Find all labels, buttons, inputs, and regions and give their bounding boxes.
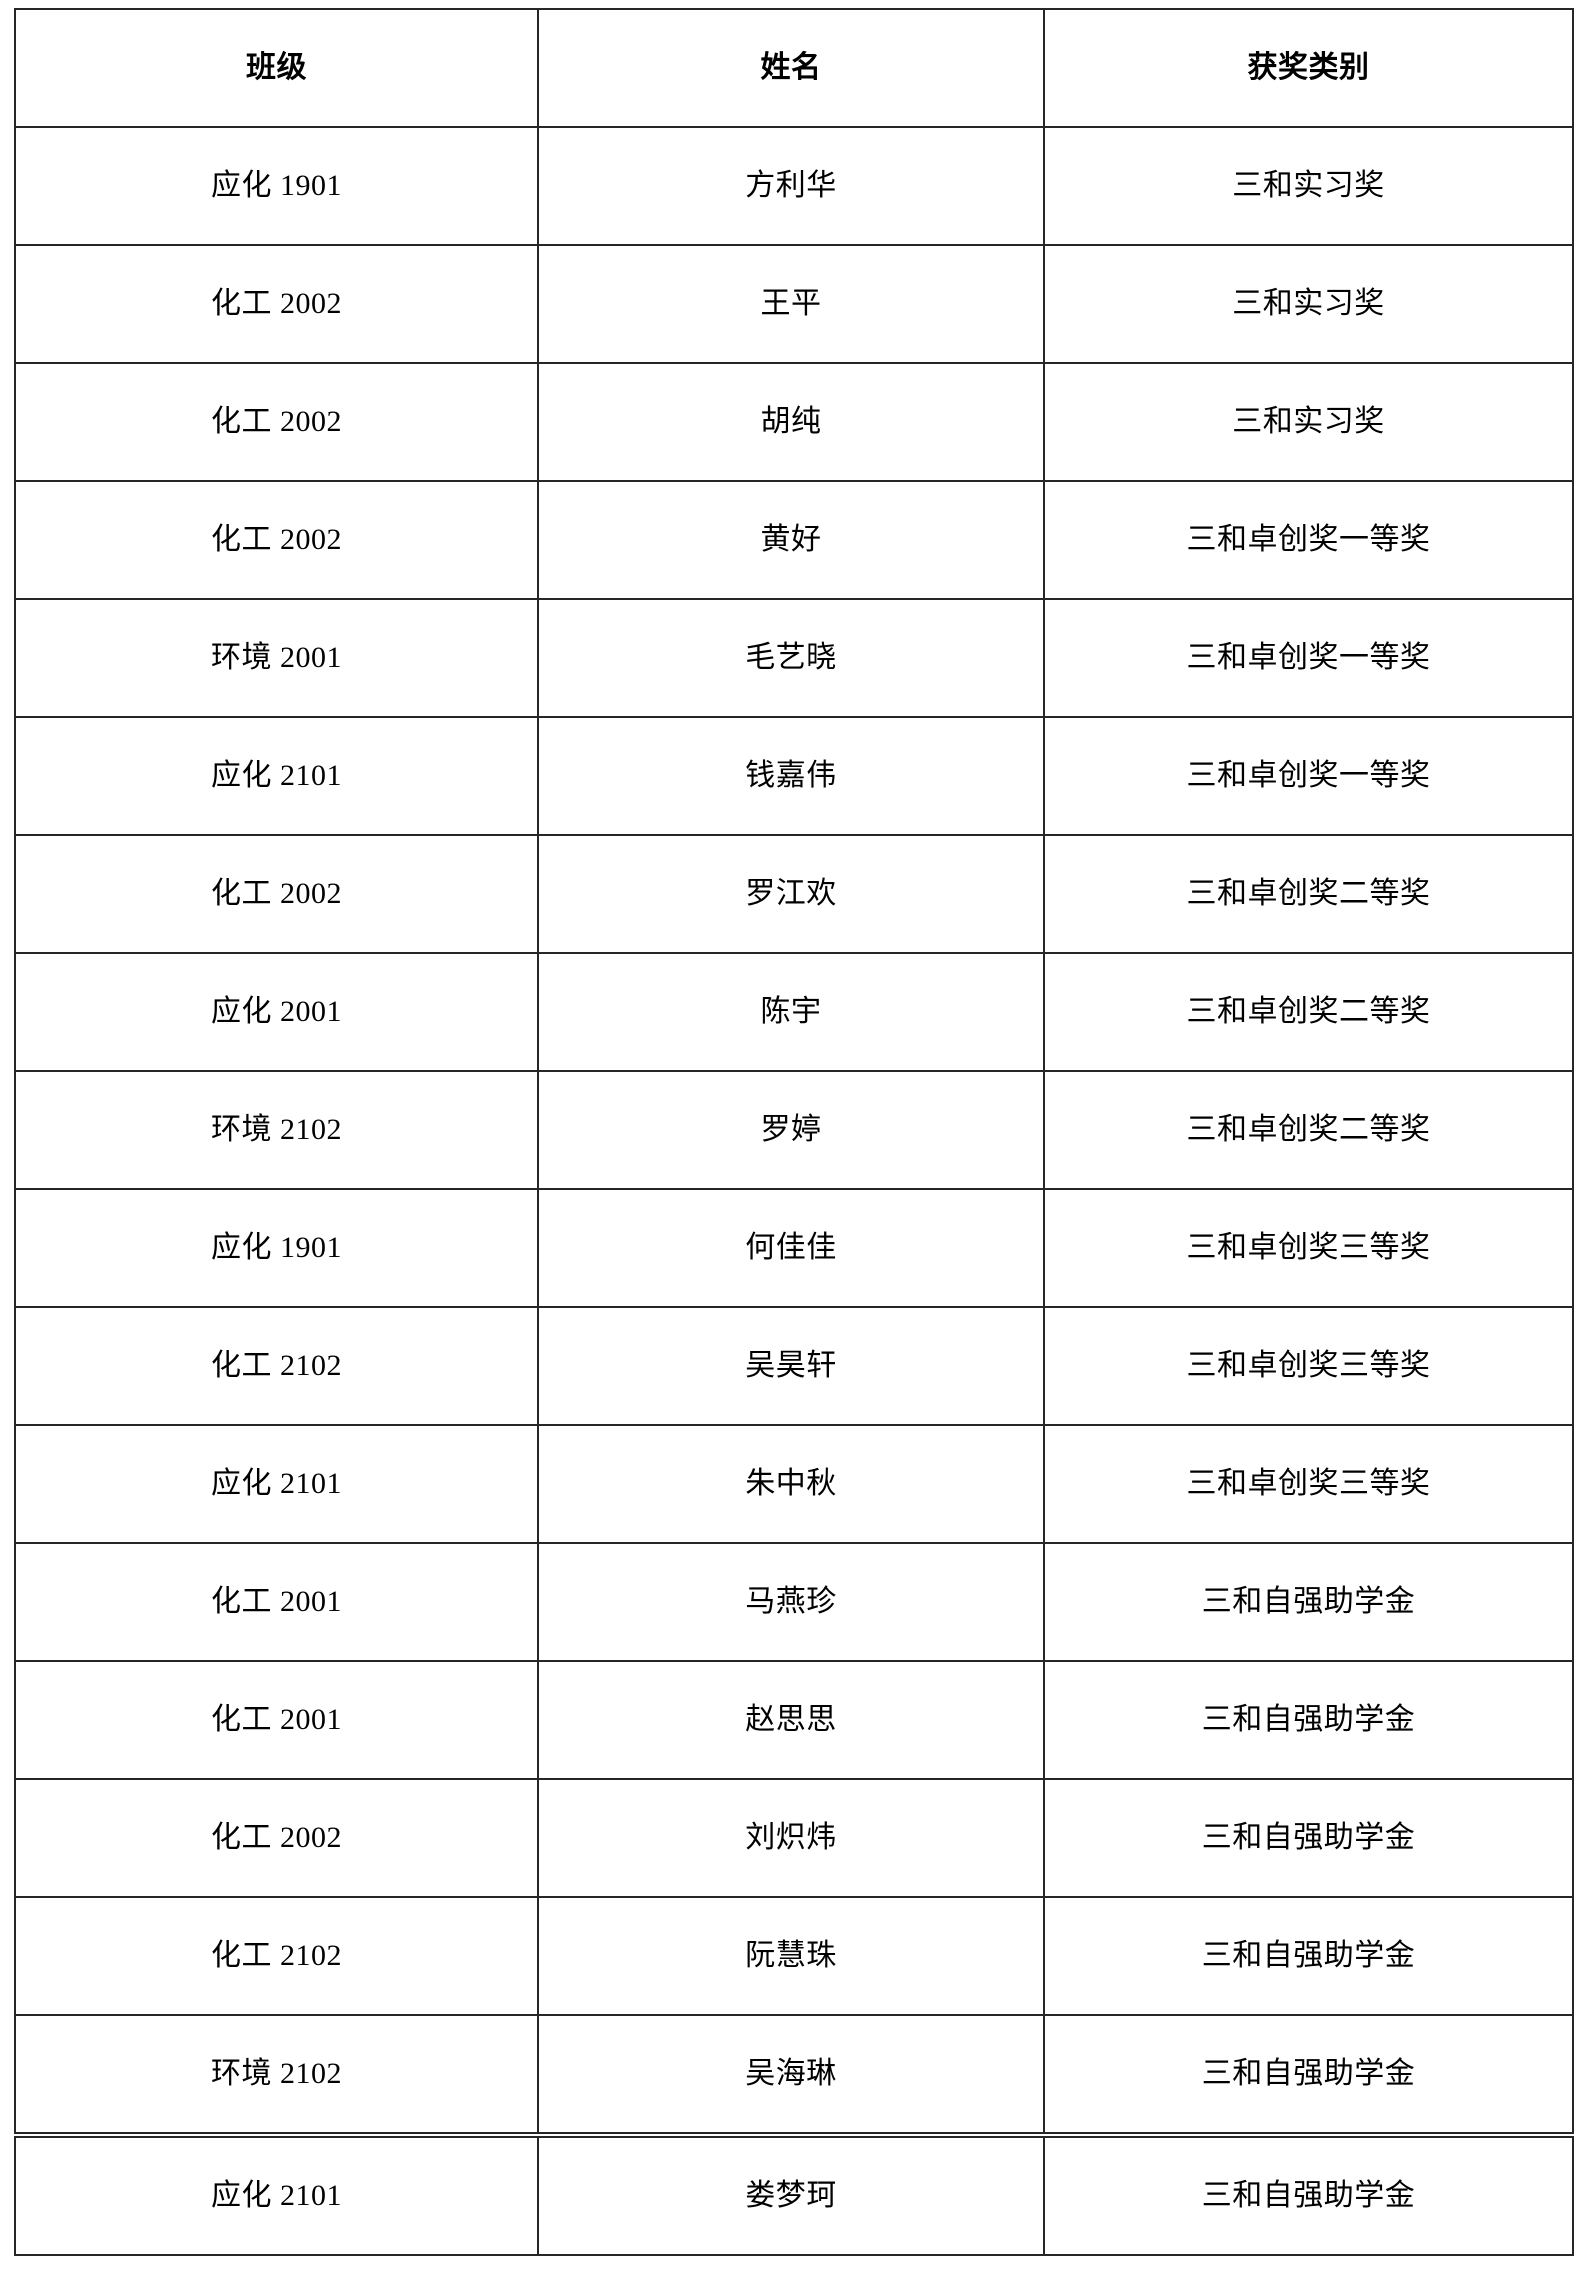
- table-body: 应化 1901 方利华 三和实习奖 化工 2002 王平 三和实习奖 化工 2002 胡纯 三和…: [14, 126, 1574, 2256]
- table-row: 应化 2001 陈宇 三和卓创奖二等奖: [14, 952, 1574, 1072]
- table-row: 化工 2002 王平 三和实习奖: [14, 244, 1574, 364]
- cell-award: 三和卓创奖三等奖: [1043, 1188, 1574, 1308]
- table-row: 化工 2002 刘炽炜 三和自强助学金: [14, 1778, 1574, 1898]
- table-row: 化工 2102 吴昊轩 三和卓创奖三等奖: [14, 1306, 1574, 1426]
- cell-award: 三和卓创奖三等奖: [1043, 1424, 1574, 1544]
- cell-class: 化工 2002: [14, 362, 539, 482]
- cell-name: 赵思思: [537, 1660, 1045, 1780]
- cell-name: 陈宇: [537, 952, 1045, 1072]
- cell-name: 娄梦珂: [537, 2132, 1045, 2256]
- header-award: 获奖类别: [1043, 8, 1574, 128]
- cell-name: 吴昊轩: [537, 1306, 1045, 1426]
- header-row: 班级 姓名 获奖类别: [14, 8, 1574, 128]
- cell-class: 化工 2102: [14, 1306, 539, 1426]
- cell-class: 化工 2002: [14, 1778, 539, 1898]
- cell-award: 三和自强助学金: [1043, 2014, 1574, 2136]
- cell-award: 三和实习奖: [1043, 362, 1574, 482]
- cell-name: 刘炽炜: [537, 1778, 1045, 1898]
- cell-name: 朱中秋: [537, 1424, 1045, 1544]
- cell-name: 胡纯: [537, 362, 1045, 482]
- cell-name: 王平: [537, 244, 1045, 364]
- header-class: 班级: [14, 8, 539, 128]
- cell-name: 何佳佳: [537, 1188, 1045, 1308]
- cell-award: 三和卓创奖一等奖: [1043, 598, 1574, 718]
- cell-class: 化工 2002: [14, 834, 539, 954]
- cell-award: 三和实习奖: [1043, 244, 1574, 364]
- cell-name: 罗婷: [537, 1070, 1045, 1190]
- cell-award: 三和卓创奖三等奖: [1043, 1306, 1574, 1426]
- cell-class: 化工 2002: [14, 480, 539, 600]
- cell-award: 三和自强助学金: [1043, 1542, 1574, 1662]
- cell-award: 三和实习奖: [1043, 126, 1574, 246]
- cell-name: 钱嘉伟: [537, 716, 1045, 836]
- cell-class: 应化 2001: [14, 952, 539, 1072]
- cell-award: 三和自强助学金: [1043, 1778, 1574, 1898]
- cell-award: 三和卓创奖一等奖: [1043, 716, 1574, 836]
- table-row: 化工 2002 黄好 三和卓创奖一等奖: [14, 480, 1574, 600]
- table-row: 应化 2101 娄梦珂 三和自强助学金: [14, 2132, 1574, 2256]
- table-row: 应化 1901 方利华 三和实习奖: [14, 126, 1574, 246]
- cell-name: 马燕珍: [537, 1542, 1045, 1662]
- table-row: 化工 2002 胡纯 三和实习奖: [14, 362, 1574, 482]
- cell-class: 应化 2101: [14, 716, 539, 836]
- cell-name: 阮慧珠: [537, 1896, 1045, 2016]
- header-name: 姓名: [537, 8, 1045, 128]
- cell-class: 应化 1901: [14, 126, 539, 246]
- cell-name: 吴海琳: [537, 2014, 1045, 2136]
- cell-award: 三和卓创奖二等奖: [1043, 952, 1574, 1072]
- cell-award: 三和自强助学金: [1043, 2132, 1574, 2256]
- cell-award: 三和卓创奖二等奖: [1043, 834, 1574, 954]
- cell-class: 环境 2102: [14, 1070, 539, 1190]
- table-row: 化工 2002 罗江欢 三和卓创奖二等奖: [14, 834, 1574, 954]
- cell-award: 三和卓创奖二等奖: [1043, 1070, 1574, 1190]
- table-row: 环境 2001 毛艺晓 三和卓创奖一等奖: [14, 598, 1574, 718]
- table-row: 环境 2102 罗婷 三和卓创奖二等奖: [14, 1070, 1574, 1190]
- cell-class: 化工 2001: [14, 1660, 539, 1780]
- cell-award: 三和卓创奖一等奖: [1043, 480, 1574, 600]
- cell-name: 黄好: [537, 480, 1045, 600]
- cell-class: 环境 2001: [14, 598, 539, 718]
- table-row: 应化 1901 何佳佳 三和卓创奖三等奖: [14, 1188, 1574, 1308]
- table-row: 应化 2101 朱中秋 三和卓创奖三等奖: [14, 1424, 1574, 1544]
- table-row: 化工 2001 马燕珍 三和自强助学金: [14, 1542, 1574, 1662]
- cell-name: 方利华: [537, 126, 1045, 246]
- cell-name: 罗江欢: [537, 834, 1045, 954]
- cell-class: 应化 2101: [14, 1424, 539, 1544]
- cell-class: 化工 2002: [14, 244, 539, 364]
- table-row: 应化 2101 钱嘉伟 三和卓创奖一等奖: [14, 716, 1574, 836]
- cell-class: 化工 2102: [14, 1896, 539, 2016]
- cell-class: 应化 1901: [14, 1188, 539, 1308]
- cell-class: 化工 2001: [14, 1542, 539, 1662]
- award-table: 班级 姓名 获奖类别 应化 1901 方利华 三和实习奖 化工 2002 王平 三和实习奖…: [14, 8, 1574, 2256]
- cell-name: 毛艺晓: [537, 598, 1045, 718]
- cell-class: 环境 2102: [14, 2014, 539, 2136]
- table-row: 化工 2001 赵思思 三和自强助学金: [14, 1660, 1574, 1780]
- table-row: 环境 2102 吴海琳 三和自强助学金: [14, 2014, 1574, 2136]
- table-row: 化工 2102 阮慧珠 三和自强助学金: [14, 1896, 1574, 2016]
- cell-award: 三和自强助学金: [1043, 1660, 1574, 1780]
- cell-class: 应化 2101: [14, 2132, 539, 2256]
- cell-award: 三和自强助学金: [1043, 1896, 1574, 2016]
